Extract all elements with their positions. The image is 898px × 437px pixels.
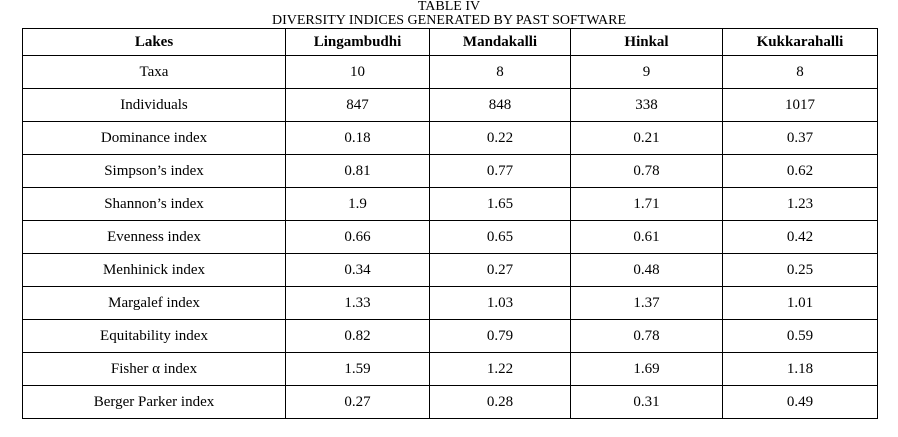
table-cell: 1.22 bbox=[429, 352, 571, 386]
table-cell: 1.33 bbox=[285, 286, 430, 320]
table-cell: 0.79 bbox=[429, 319, 571, 353]
table-row: Simpson’s index 0.81 0.77 0.78 0.62 bbox=[22, 154, 878, 188]
table-header-row: Lakes Lingambudhi Mandakalli Hinkal Kukk… bbox=[22, 28, 878, 56]
table-cell: 8 bbox=[722, 55, 878, 89]
table-cell: 1.71 bbox=[570, 187, 723, 221]
table-cell: 1.23 bbox=[722, 187, 878, 221]
table-cell: 0.27 bbox=[285, 385, 430, 419]
table-cell: 0.77 bbox=[429, 154, 571, 188]
table-cell: 0.28 bbox=[429, 385, 571, 419]
table-cell: 1.65 bbox=[429, 187, 571, 221]
table-cell: 0.65 bbox=[429, 220, 571, 254]
row-label: Dominance index bbox=[22, 121, 286, 155]
table-cell: 0.78 bbox=[570, 319, 723, 353]
table-row: Equitability index 0.82 0.79 0.78 0.59 bbox=[22, 319, 878, 353]
table-cell: 0.62 bbox=[722, 154, 878, 188]
column-header-hinkal: Hinkal bbox=[570, 28, 723, 56]
row-label: Taxa bbox=[22, 55, 286, 89]
table-cell: 0.61 bbox=[570, 220, 723, 254]
table-cell: 0.66 bbox=[285, 220, 430, 254]
row-label: Fisher α index bbox=[22, 352, 286, 386]
table-row: Dominance index 0.18 0.22 0.21 0.37 bbox=[22, 121, 878, 155]
table-row: Taxa 10 8 9 8 bbox=[22, 55, 878, 89]
row-label: Simpson’s index bbox=[22, 154, 286, 188]
table-cell: 0.25 bbox=[722, 253, 878, 287]
table-cell: 1017 bbox=[722, 88, 878, 122]
table-cell: 0.22 bbox=[429, 121, 571, 155]
table-cell: 0.37 bbox=[722, 121, 878, 155]
table-cell: 8 bbox=[429, 55, 571, 89]
table-cell: 10 bbox=[285, 55, 430, 89]
row-label: Shannon’s index bbox=[22, 187, 286, 221]
table-cell: 0.31 bbox=[570, 385, 723, 419]
table-cell: 9 bbox=[570, 55, 723, 89]
table-cell: 0.21 bbox=[570, 121, 723, 155]
table-row: Margalef index 1.33 1.03 1.37 1.01 bbox=[22, 286, 878, 320]
table-cell: 847 bbox=[285, 88, 430, 122]
table-row: Evenness index 0.66 0.65 0.61 0.42 bbox=[22, 220, 878, 254]
table-cell: 1.18 bbox=[722, 352, 878, 386]
row-label: Equitability index bbox=[22, 319, 286, 353]
table-row: Shannon’s index 1.9 1.65 1.71 1.23 bbox=[22, 187, 878, 221]
column-header-lakes: Lakes bbox=[22, 28, 286, 56]
table-cell: 0.34 bbox=[285, 253, 430, 287]
column-header-mandakalli: Mandakalli bbox=[429, 28, 571, 56]
row-label: Evenness index bbox=[22, 220, 286, 254]
row-label: Margalef index bbox=[22, 286, 286, 320]
table-cell: 1.9 bbox=[285, 187, 430, 221]
table-cell: 1.03 bbox=[429, 286, 571, 320]
table-row: Menhinick index 0.34 0.27 0.48 0.25 bbox=[22, 253, 878, 287]
table-cell: 1.59 bbox=[285, 352, 430, 386]
row-label: Berger Parker index bbox=[22, 385, 286, 419]
table-cell: 0.78 bbox=[570, 154, 723, 188]
column-header-lingambudhi: Lingambudhi bbox=[285, 28, 430, 56]
table-row: Berger Parker index 0.27 0.28 0.31 0.49 bbox=[22, 385, 878, 419]
table-cell: 0.42 bbox=[722, 220, 878, 254]
table-cell: 1.01 bbox=[722, 286, 878, 320]
table-number: TABLE IV bbox=[417, 0, 481, 14]
table-cell: 0.81 bbox=[285, 154, 430, 188]
row-label: Individuals bbox=[22, 88, 286, 122]
table-row: Individuals 847 848 338 1017 bbox=[22, 88, 878, 122]
table-row: Fisher α index 1.59 1.22 1.69 1.18 bbox=[22, 352, 878, 386]
table-cell: 0.27 bbox=[429, 253, 571, 287]
column-header-kukkarahalli: Kukkarahalli bbox=[722, 28, 878, 56]
row-label: Menhinick index bbox=[22, 253, 286, 287]
table-title: DIVERSITY INDICES GENERATED BY PAST SOFT… bbox=[271, 13, 627, 28]
table-cell: 1.69 bbox=[570, 352, 723, 386]
table-cell: 0.82 bbox=[285, 319, 430, 353]
table-cell: 0.48 bbox=[570, 253, 723, 287]
diversity-indices-table: Lakes Lingambudhi Mandakalli Hinkal Kukk… bbox=[22, 28, 878, 419]
table-cell: 0.49 bbox=[722, 385, 878, 419]
table-cell: 1.37 bbox=[570, 286, 723, 320]
table-cell: 0.18 bbox=[285, 121, 430, 155]
table-cell: 338 bbox=[570, 88, 723, 122]
table-cell: 848 bbox=[429, 88, 571, 122]
table-cell: 0.59 bbox=[722, 319, 878, 353]
